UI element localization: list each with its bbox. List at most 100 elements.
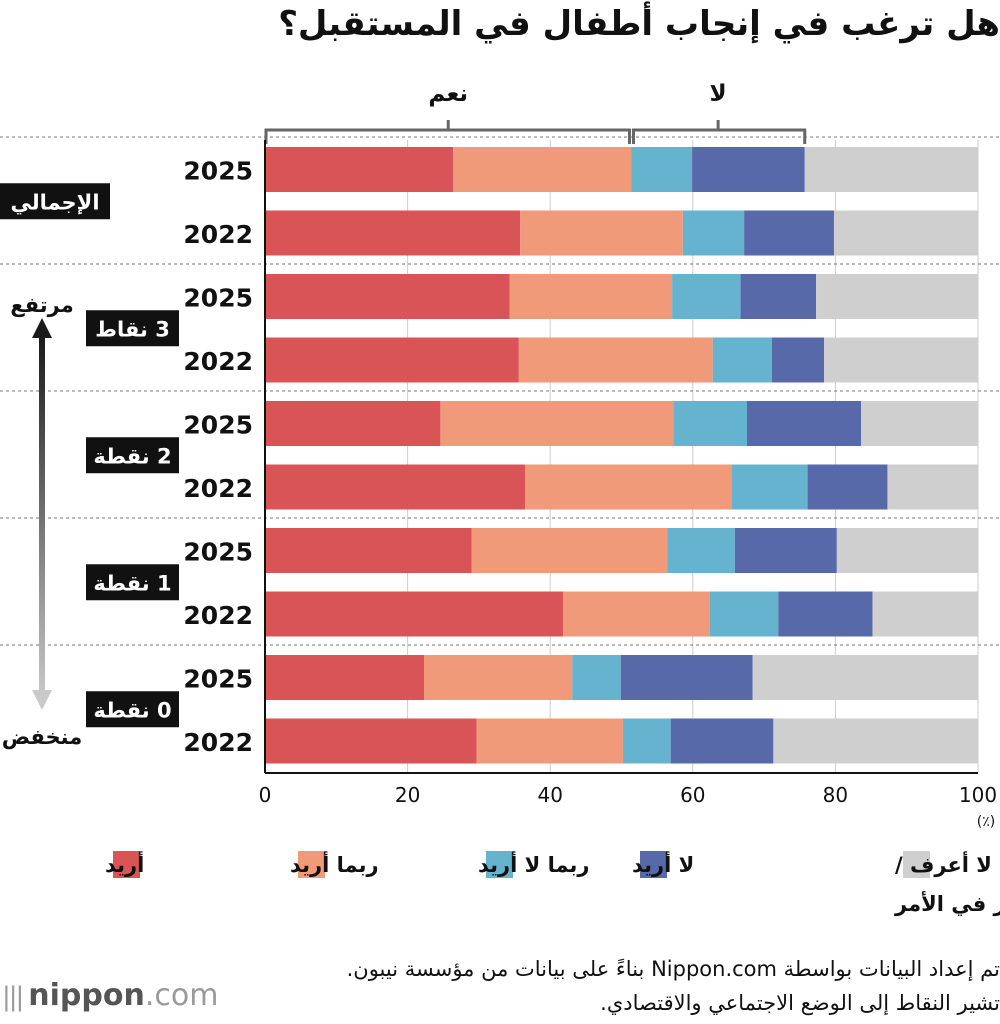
group-label: الإجمالي: [10, 190, 99, 214]
year-label: 2022: [183, 601, 253, 630]
year-label: 2022: [183, 220, 253, 249]
bar-segment: [752, 655, 978, 700]
bar-segment: [861, 401, 978, 446]
bar-segment: [440, 401, 674, 446]
bar-segment: [476, 718, 623, 764]
group-label-box: [86, 564, 179, 601]
arrow-up-icon: [32, 318, 52, 338]
group-label-box: [86, 310, 179, 347]
legend-swatch-maybe-not: [486, 851, 513, 878]
bar-segment: [518, 337, 713, 383]
bar-segment: [807, 464, 888, 510]
bar-segment: [804, 147, 978, 192]
bar-segment: [778, 591, 873, 637]
year-label: 2025: [183, 284, 253, 313]
year-label: 2022: [183, 728, 253, 757]
legend-swatch-dont-know: [903, 851, 930, 878]
bar-segment: [622, 718, 671, 764]
chart-title: هل ترغب في إنجاب أطفال في المستقبل؟: [278, 4, 1000, 44]
bar-segment: [773, 718, 978, 764]
bar-segment: [265, 147, 454, 192]
group-label-box: [86, 691, 179, 728]
arrow-down-icon: [32, 690, 52, 710]
bar-segment: [509, 274, 673, 319]
bar-segment: [520, 210, 683, 256]
year-label: 2025: [183, 538, 253, 567]
bar-segment: [265, 337, 519, 383]
bar-segment: [872, 591, 978, 637]
bar-segment: [265, 655, 424, 700]
year-label: 2025: [183, 411, 253, 440]
x-tick-label: 0: [259, 783, 272, 807]
bar-segment: [572, 655, 621, 700]
bar-segment: [833, 210, 978, 256]
bar-segment: [816, 274, 978, 319]
bar-segment: [471, 528, 668, 573]
bar-segment: [672, 274, 741, 319]
group-label-box: [0, 183, 110, 220]
year-label: 2025: [183, 665, 253, 694]
group-label: 1 نقطة: [93, 571, 171, 595]
legend-swatch-dont-want: [640, 851, 667, 878]
bar-segment: [673, 401, 747, 446]
bar-segment: [265, 274, 510, 319]
legend-label-want: أريد: [105, 850, 144, 877]
bar-segment: [670, 718, 774, 764]
bar-segment: [771, 337, 824, 383]
bar-segment: [265, 528, 472, 573]
legend-label-dont-know-2: لم أفكر في الأمر: [894, 889, 1000, 916]
legend-label-dont-want: لا أريد: [632, 850, 694, 877]
bar-segment: [709, 591, 779, 637]
no-bracket-label: لا: [710, 81, 727, 107]
no-bracket: [631, 128, 807, 144]
legend-label-maybe-not: ربما لا أريد: [478, 850, 590, 877]
source-note: تم إعداد البيانات بواسطة Nippon.com بناء…: [346, 957, 1000, 1015]
yes-bracket-label: نعم: [428, 81, 468, 107]
group-label: 2 نقطة: [93, 444, 171, 468]
year-label: 2022: [183, 474, 253, 503]
bar-segment: [265, 210, 521, 256]
bar-segment: [740, 274, 817, 319]
x-tick-label: 60: [680, 783, 705, 807]
legend-label-maybe-want: ربما أريد: [290, 850, 379, 877]
nippon-logo: ||| nippon.com: [2, 978, 219, 1013]
bar-segment: [692, 147, 805, 192]
scale-arrow-shaft: [39, 336, 45, 698]
legend-swatch-want: [113, 851, 140, 878]
group-label-box: [86, 437, 179, 474]
x-tick-label: 20: [395, 783, 420, 807]
bar-segment: [712, 337, 772, 383]
x-tick-label: 40: [537, 783, 562, 807]
group-label: 0 نقطة: [93, 698, 171, 722]
bar-segment: [620, 655, 753, 700]
bar-segment: [265, 591, 564, 637]
bar-segment: [667, 528, 735, 573]
arrow-label-high: مرتفع: [10, 293, 73, 317]
bar-segment: [732, 464, 808, 510]
bar-segment: [887, 464, 978, 510]
bar-segment: [423, 655, 573, 700]
bar-segment: [744, 210, 834, 256]
bar-segment: [265, 718, 477, 764]
bar-segment: [836, 528, 978, 573]
legend-label-dont-know-1: لا أعرف /: [895, 850, 992, 877]
x-tick-label: 80: [823, 783, 848, 807]
bar-segment: [525, 464, 733, 510]
logo-mark-icon: |||: [2, 982, 24, 1012]
bar-segment: [563, 591, 710, 637]
year-label: 2025: [183, 157, 253, 186]
group-label: 3 نقاط: [95, 317, 170, 341]
legend-swatch-maybe-want: [298, 851, 325, 878]
bar-segment: [265, 401, 441, 446]
bar-segment: [453, 147, 632, 192]
x-tick-label: 100: [959, 783, 997, 807]
bar-segment: [823, 337, 978, 383]
year-label: 2022: [183, 347, 253, 376]
chart-canvas: نعم لا 0 20 40 60 80 100 (٪) 2025 2022 الإجمالي 20…: [0, 81, 1000, 916]
bar-segment: [746, 401, 862, 446]
arrow-label-low: منخفض: [2, 725, 82, 749]
bar-segment: [734, 528, 837, 573]
bar-segment: [265, 464, 526, 510]
bar-segment: [682, 210, 745, 256]
x-unit-label: (٪): [977, 814, 995, 830]
